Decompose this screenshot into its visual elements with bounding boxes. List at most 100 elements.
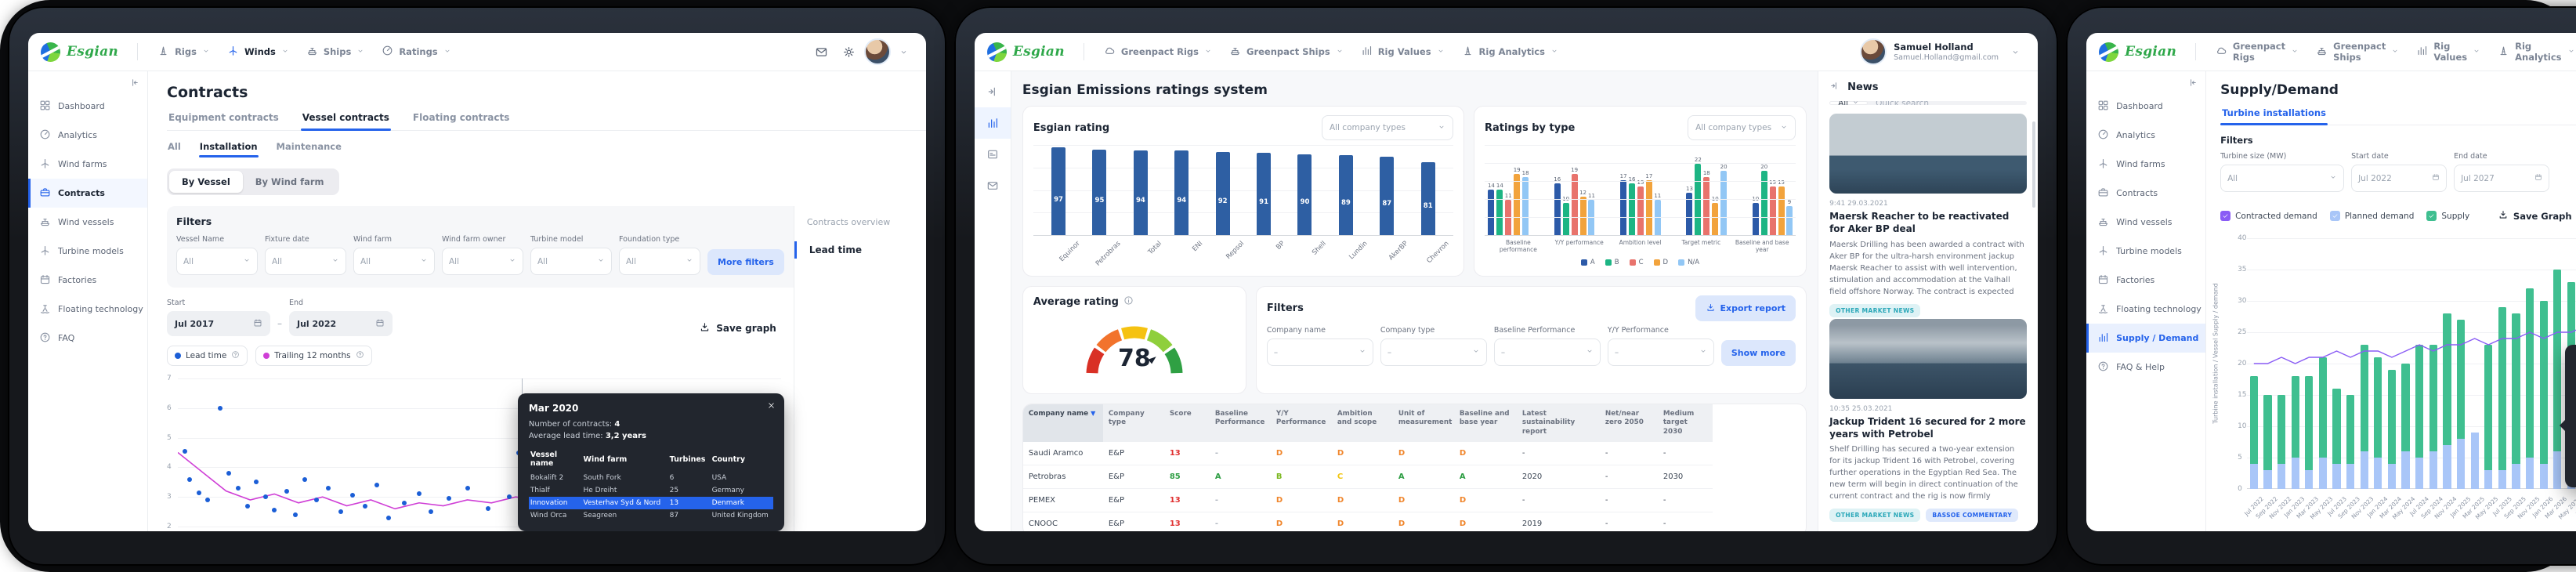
lead-time-point[interactable] xyxy=(226,470,232,476)
sidebar-item-contracts[interactable]: Contracts xyxy=(28,179,147,208)
month-slot-sep-2023[interactable] xyxy=(2343,238,2357,489)
rating-bar[interactable]: 81 xyxy=(1420,161,1435,235)
month-slot-may-2023[interactable] xyxy=(2316,238,2330,489)
lead-time-point[interactable] xyxy=(187,476,193,482)
legend-lead-time[interactable]: Lead time xyxy=(167,346,248,366)
sidebar-item-turbine-models[interactable]: Turbine models xyxy=(2086,237,2205,266)
more-filters-button[interactable]: More filters xyxy=(707,249,784,275)
month-slot-jul-2024[interactable] xyxy=(2412,238,2426,489)
bar-a[interactable] xyxy=(1752,202,1759,235)
info-icon[interactable] xyxy=(1123,295,1134,309)
sidebar-item-turbine-models[interactable]: Turbine models xyxy=(28,237,147,266)
lead-time-point[interactable] xyxy=(293,512,298,517)
sidebar-item-contracts[interactable]: Contracts xyxy=(2086,179,2205,208)
user-menu[interactable]: Samuel Holland Samuel.Holland@gmail.com xyxy=(1860,38,2025,65)
gear-icon[interactable] xyxy=(842,45,856,59)
bar-c[interactable] xyxy=(1769,186,1776,235)
month-slot-nov-2023[interactable] xyxy=(2357,238,2372,489)
month-slot-may-2025[interactable] xyxy=(2481,238,2495,489)
sidebar-item-faq-help[interactable]: FAQ & Help xyxy=(2086,353,2205,382)
column-y-y-performance[interactable]: Y/Y Performance xyxy=(1270,404,1332,443)
rating-bar[interactable]: 89 xyxy=(1338,154,1353,235)
sidebar-item-wind-farms[interactable]: Wind farms xyxy=(2086,150,2205,179)
lead-time-point[interactable] xyxy=(314,497,320,502)
legend-supply[interactable]: Supply xyxy=(2426,211,2469,221)
bar-d[interactable] xyxy=(1645,179,1652,235)
legend-trailing-12-months[interactable]: Trailing 12 months xyxy=(255,346,372,366)
nav-item-winds[interactable]: Winds xyxy=(227,33,289,71)
select-y-y-performance[interactable]: – xyxy=(1607,338,1714,366)
sidebar-item-factories[interactable]: Factories xyxy=(2086,266,2205,295)
nav-item-rig-analytics[interactable]: Rig Analytics xyxy=(1462,33,1558,71)
sidebar-item-dashboard[interactable]: Dashboard xyxy=(28,92,147,121)
save-graph-button[interactable]: Save Graph xyxy=(2493,208,2576,223)
month-slot-nov-2024[interactable] xyxy=(2440,238,2455,489)
select-turbine-size-mw[interactable]: All xyxy=(2220,165,2345,192)
bar-d[interactable] xyxy=(1778,186,1785,235)
ratings-table[interactable]: Company name ▼ Company type Score Baseline P… xyxy=(1022,404,1713,531)
bar-d[interactable] xyxy=(1579,196,1586,235)
bar-n-a[interactable] xyxy=(1720,170,1728,235)
report-cell[interactable]: 2019 xyxy=(1516,512,1600,531)
lead-time-chart[interactable]: 7 6 5 4 3 2 Mar 2020 Number of contracts: 4 Aver… xyxy=(167,375,794,531)
news-filter-dropdown[interactable]: All xyxy=(1829,101,1869,106)
column-ambition-and-scope[interactable]: Ambition and scope xyxy=(1331,404,1393,443)
lead-time-point[interactable] xyxy=(217,405,223,411)
tab-floating-contracts[interactable]: Floating contracts xyxy=(412,112,510,123)
scrollbar[interactable] xyxy=(2032,121,2036,208)
bar-a[interactable] xyxy=(1488,190,1495,235)
rating-bar[interactable]: 94 xyxy=(1133,150,1148,235)
select-turbine-model[interactable]: All xyxy=(530,248,612,275)
mail-icon[interactable] xyxy=(815,45,828,59)
tooltip-row[interactable]: Bokalift 2 South Fork 6 USA xyxy=(529,472,773,484)
date-input-end-date[interactable]: Jul 2027 xyxy=(2454,165,2550,192)
month-slot-mar-2025[interactable] xyxy=(2468,238,2482,489)
lead-time-point[interactable] xyxy=(244,503,250,509)
bar-b[interactable] xyxy=(1629,183,1636,235)
sidebar-item-wind-vessels[interactable]: Wind vessels xyxy=(28,208,147,237)
bar-b[interactable] xyxy=(1496,190,1503,235)
month-slot-sep-2024[interactable] xyxy=(2426,238,2440,489)
save-graph-button[interactable]: Save graph xyxy=(694,320,781,336)
end-date-input[interactable]: Jul 2022 xyxy=(289,311,393,336)
collapse-sidebar-icon[interactable] xyxy=(129,78,139,90)
expand-panel-icon[interactable] xyxy=(975,76,1011,107)
company-type-dropdown[interactable]: All company types xyxy=(1688,115,1796,140)
sidebar-item-faq[interactable]: FAQ xyxy=(28,324,147,353)
company-type-dropdown[interactable]: All company types xyxy=(1321,115,1453,140)
lead-time-point[interactable] xyxy=(374,483,380,488)
company-name-cell[interactable]: Petrobras xyxy=(1022,465,1103,490)
table-row[interactable]: Petrobras E&P 85 A B C A A 2020-2030 xyxy=(1022,465,1713,490)
esgian-logo[interactable]: Esgian xyxy=(41,42,118,62)
lead-time-point[interactable] xyxy=(284,488,289,494)
news-search-input[interactable]: Quick search xyxy=(1868,101,2027,105)
bar-a[interactable] xyxy=(1686,193,1693,235)
rating-bar[interactable]: 92 xyxy=(1215,152,1230,235)
select-vessel-name[interactable]: All xyxy=(176,248,258,275)
month-slot-jul-2023[interactable] xyxy=(2330,238,2344,489)
rating-bar[interactable]: 94 xyxy=(1174,150,1189,235)
sidebar-item-factories[interactable]: Factories xyxy=(28,266,147,295)
rail-item-ratings[interactable] xyxy=(974,107,1011,139)
month-slot-jan-2023[interactable] xyxy=(2288,238,2303,489)
month-slot-may-2024[interactable] xyxy=(2399,238,2413,489)
nav-item-greenpact-rigs[interactable]: Greenpact Rigs xyxy=(1104,33,1212,71)
news-article[interactable]: 10:35 25.03.2021 Jackup Trident 16 secure… xyxy=(1829,318,2028,522)
month-slot-mar-2026[interactable] xyxy=(2550,238,2564,489)
legend-contracted-demand[interactable]: Contracted demand xyxy=(2220,211,2317,221)
news-article[interactable]: 9:41 29.03.2021 Maersk Reacher to be reac… xyxy=(1829,114,2028,317)
lead-time-point[interactable] xyxy=(262,494,268,500)
nav-item-rigs[interactable]: Rigs xyxy=(157,33,210,71)
bar-d[interactable] xyxy=(1712,202,1719,235)
sidebar-item-supply-demand[interactable]: Supply / Demand xyxy=(2086,324,2206,353)
month-slot-jan-2025[interactable] xyxy=(2454,238,2468,489)
month-slot-mar-2024[interactable] xyxy=(2385,238,2399,489)
toggle-by-vessel[interactable]: By Vessel xyxy=(169,171,243,193)
lead-time-point[interactable] xyxy=(183,448,188,454)
nav-item-ratings[interactable]: Ratings xyxy=(382,33,450,71)
company-name-cell[interactable]: CNOOC xyxy=(1022,512,1103,531)
collapse-news-icon[interactable] xyxy=(1829,81,1840,94)
supply-demand-chart[interactable]: Turbine installation / Vessel Supply / d… xyxy=(2212,234,2576,531)
sidebar-item-wind-farms[interactable]: Wind farms xyxy=(28,150,147,179)
lead-time-point[interactable] xyxy=(272,508,277,513)
